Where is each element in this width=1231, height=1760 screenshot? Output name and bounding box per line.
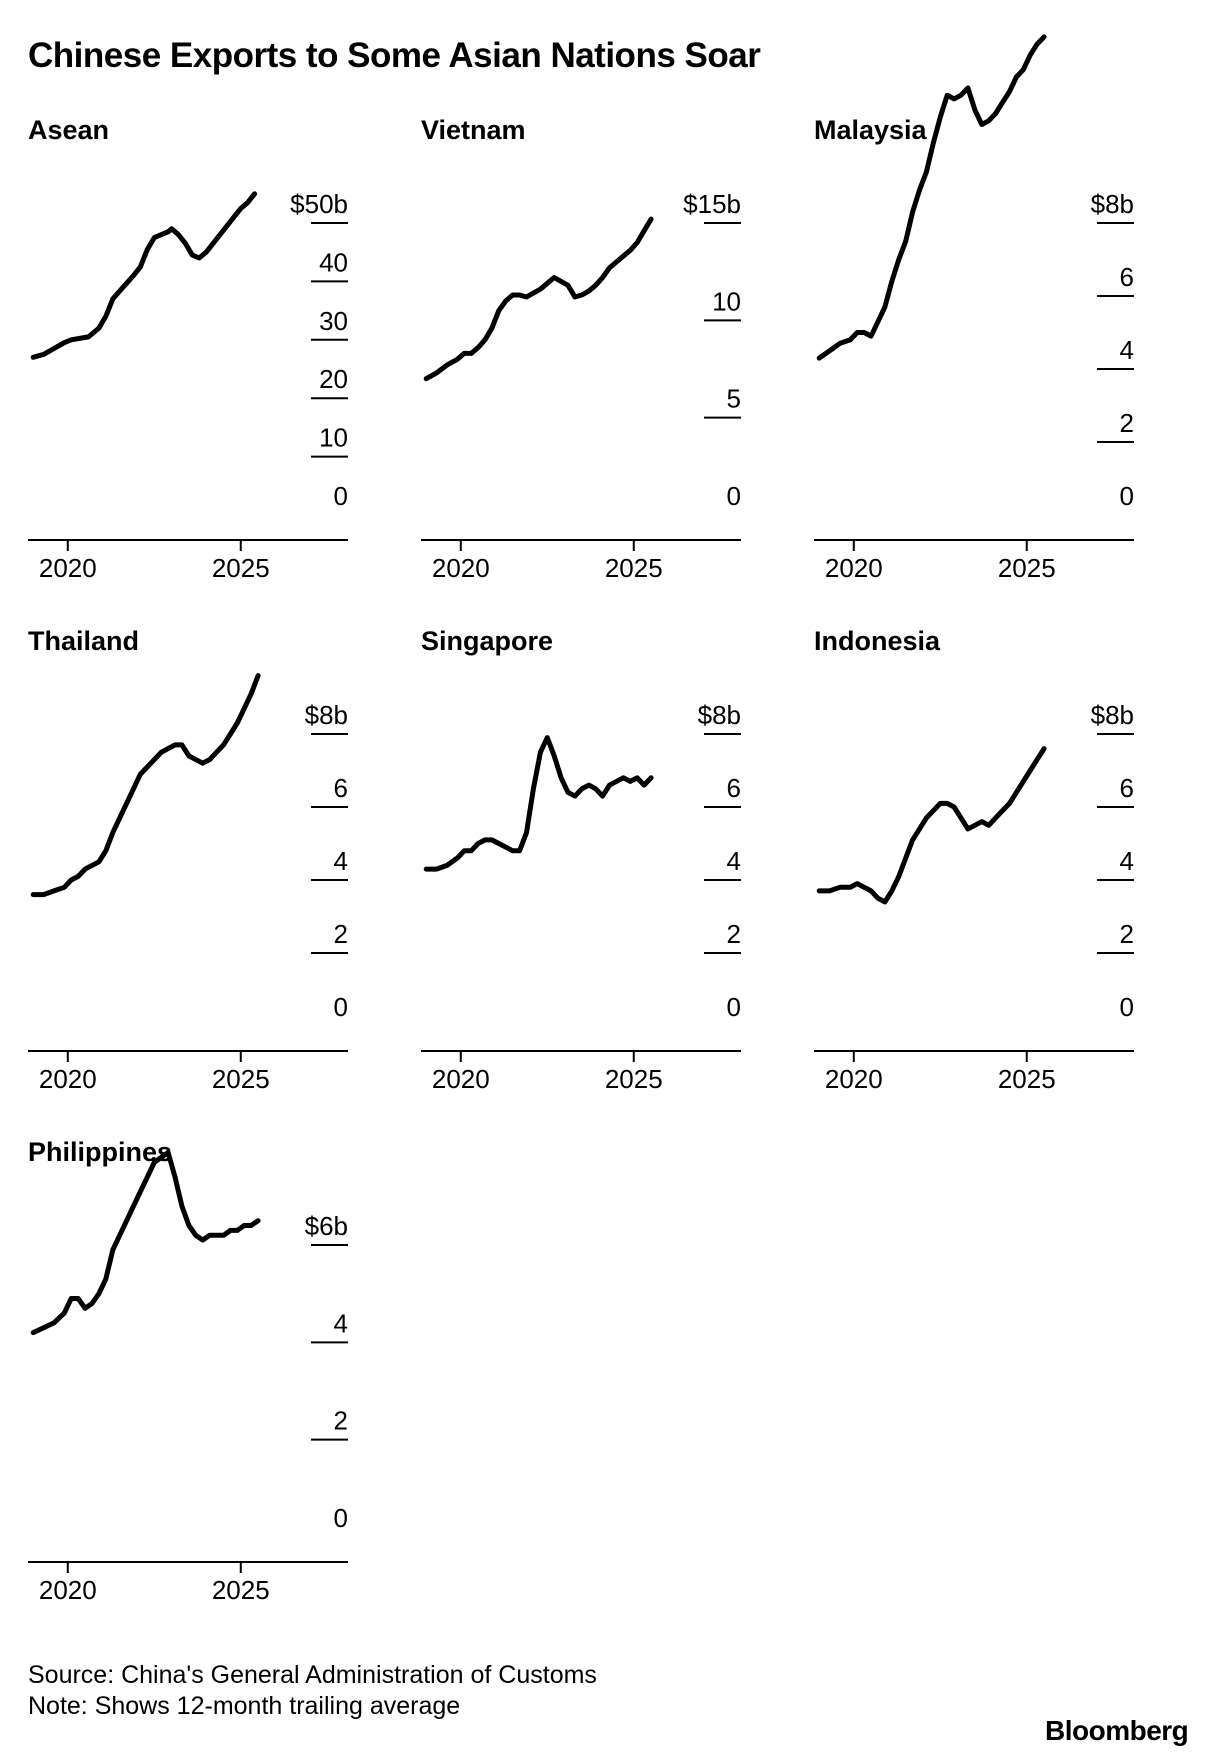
chart-philippines: 0 2 4 $6b 2020 2025 (28, 1150, 348, 1605)
panel-title: Thailand (28, 626, 140, 656)
series-line (30, 1150, 261, 1336)
panel-malaysia: Malaysia 0 2 4 6 $8b 2020 2025 (814, 34, 1154, 583)
y-tick-label: 2 (334, 1406, 348, 1436)
chart-thailand: 0 2 4 6 $8b 2020 2025 (28, 673, 348, 1094)
chart-indonesia: 0 2 4 6 $8b 2020 2025 (814, 700, 1134, 1094)
panel-vietnam: Vietnam 0 5 10 $15b 2020 2025 (421, 115, 761, 583)
x-tick-label: 2020 (432, 553, 490, 583)
x-tick-label: 2020 (432, 1064, 490, 1094)
source-note: Source: China's General Administration o… (28, 1661, 597, 1689)
y-tick-label: 10 (712, 286, 741, 316)
y-tick-label: 30 (319, 306, 348, 336)
y-tick-label: 6 (334, 773, 348, 803)
x-tick-label: 2025 (212, 553, 270, 583)
y-tick-label: 2 (727, 919, 741, 949)
series-line (423, 216, 654, 382)
y-tick-label: 2 (334, 919, 348, 949)
panel-singapore: Singapore 0 2 4 6 $8b 2020 2025 (421, 626, 761, 1094)
x-tick-label: 2020 (39, 1575, 97, 1605)
y-tick-label: 4 (1120, 846, 1134, 876)
panel-title: Asean (28, 115, 110, 145)
chart-asean: 0 10 20 30 40 $50b 2020 2025 (28, 189, 348, 583)
panel-philippines: Philippines 0 2 4 $6b 2020 2025 (28, 1137, 368, 1605)
y-tick-label: $15b (683, 189, 741, 219)
x-tick-label: 2020 (825, 1064, 883, 1094)
y-tick-label: 4 (1120, 335, 1134, 365)
y-tick-label: 0 (1120, 481, 1134, 511)
panel-title: Indonesia (814, 626, 941, 656)
y-tick-label: 4 (727, 846, 741, 876)
y-tick-label: 0 (1120, 992, 1134, 1022)
y-tick-label: 6 (1120, 773, 1134, 803)
y-tick-label: 0 (334, 992, 348, 1022)
y-tick-label: $50b (290, 189, 348, 219)
y-tick-label: 0 (334, 481, 348, 511)
y-tick-label: 0 (727, 481, 741, 511)
y-tick-label: 6 (727, 773, 741, 803)
y-tick-label: $8b (1091, 700, 1134, 730)
y-tick-label: 40 (319, 247, 348, 277)
y-tick-label: 0 (334, 1503, 348, 1533)
y-tick-label: $8b (1091, 189, 1134, 219)
panel-asean: Asean 0 10 20 30 40 $50b 2020 2025 (28, 115, 368, 583)
y-tick-label: $8b (698, 700, 741, 730)
y-tick-label: $6b (305, 1211, 348, 1241)
panel-indonesia: Indonesia 0 2 4 6 $8b 2020 2025 (814, 626, 1154, 1094)
y-tick-label: 2 (1120, 919, 1134, 949)
method-note: Note: Shows 12-month trailing average (28, 1692, 461, 1720)
x-tick-label: 2025 (998, 1064, 1056, 1094)
panel-title: Philippines (28, 1137, 173, 1167)
y-tick-label: 4 (334, 846, 348, 876)
panel-title: Vietnam (421, 115, 526, 145)
chart-malaysia: 0 2 4 6 $8b 2020 2025 (814, 34, 1134, 583)
series-line (30, 191, 258, 360)
series-line (423, 735, 654, 872)
y-tick-label: 4 (334, 1308, 348, 1338)
y-tick-label: 20 (319, 364, 348, 394)
y-tick-label: $8b (305, 700, 348, 730)
x-tick-label: 2020 (825, 553, 883, 583)
x-tick-label: 2025 (605, 1064, 663, 1094)
bloomberg-logo: Bloomberg (1045, 1715, 1189, 1746)
y-tick-label: 0 (727, 992, 741, 1022)
y-tick-label: 5 (727, 384, 741, 414)
chart-singapore: 0 2 4 6 $8b 2020 2025 (421, 700, 741, 1094)
panel-thailand: Thailand 0 2 4 6 $8b 2020 2025 (28, 626, 368, 1094)
x-tick-label: 2025 (998, 553, 1056, 583)
x-tick-label: 2020 (39, 553, 97, 583)
x-tick-label: 2025 (605, 553, 663, 583)
footer: Source: China's General Administration o… (28, 1660, 597, 1722)
panel-title: Malaysia (814, 115, 927, 145)
panel-title: Singapore (421, 626, 554, 656)
y-tick-label: 10 (319, 423, 348, 453)
y-tick-label: 2 (1120, 408, 1134, 438)
series-line (30, 673, 261, 898)
series-line (816, 746, 1047, 905)
x-tick-label: 2020 (39, 1064, 97, 1094)
chart-vietnam: 0 5 10 $15b 2020 2025 (421, 189, 741, 583)
chart-title: Chinese Exports to Some Asian Nations So… (28, 36, 761, 75)
y-tick-label: 6 (1120, 262, 1134, 292)
x-tick-label: 2025 (212, 1575, 270, 1605)
x-tick-label: 2025 (212, 1064, 270, 1094)
series-line (816, 34, 1047, 361)
